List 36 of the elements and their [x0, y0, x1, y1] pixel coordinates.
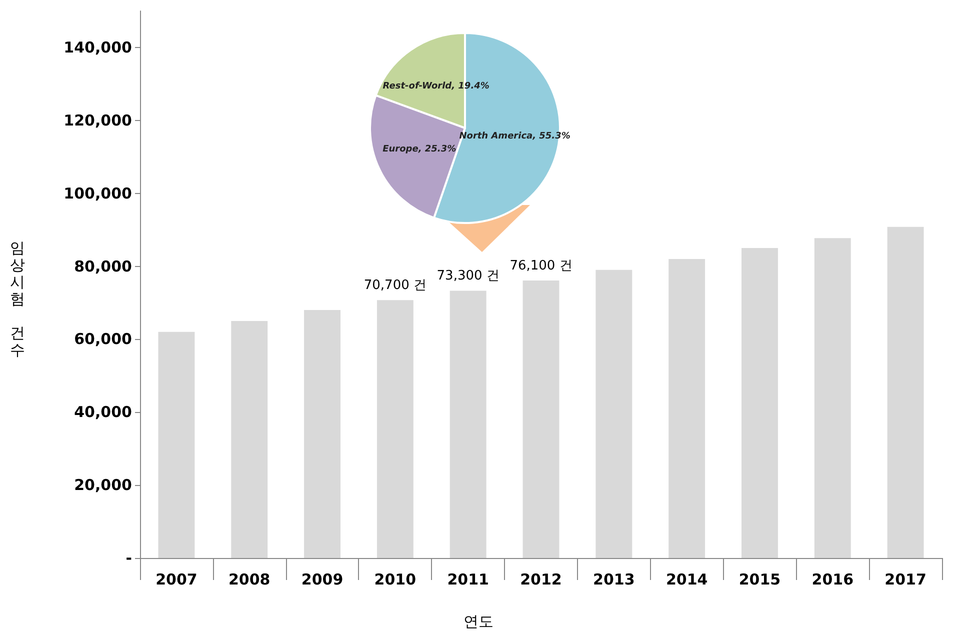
bar: [814, 238, 851, 558]
y-tick-label: 100,000: [64, 184, 132, 202]
slice-label: Europe, 25.3%: [382, 144, 456, 155]
x-axis-title: 연도: [464, 612, 494, 630]
x-tick-label: 2015: [738, 570, 781, 588]
y-tick-label: -: [126, 549, 132, 567]
y-tick-label: 80,000: [74, 257, 132, 276]
y-tick-label: 20,000: [74, 476, 132, 494]
x-tick-label: 2016: [812, 570, 854, 588]
bar: [596, 270, 632, 558]
bar: [231, 320, 268, 558]
x-tick-label: 2011: [447, 570, 489, 588]
x-tick-label: 2013: [593, 570, 635, 588]
y-tick-label: 120,000: [64, 111, 132, 130]
bar: [450, 290, 486, 558]
bar: [522, 280, 560, 558]
bar: [158, 332, 195, 558]
y-tick-label: 40,000: [74, 403, 132, 422]
bar: [742, 248, 778, 558]
x-tick-label: 2008: [228, 570, 270, 588]
bar: [376, 300, 414, 558]
x-tick-label: 2012: [520, 570, 562, 588]
x-tick-label: 2010: [374, 570, 416, 588]
data-label: 73,300 건: [436, 268, 500, 284]
x-tick-label: 2014: [666, 570, 708, 588]
y-axis-title: 임상시험 건수: [10, 240, 25, 359]
data-label: 76,100 건: [510, 258, 572, 274]
data-label: 70,700 건: [364, 278, 426, 294]
y-tick-label: 140,000: [64, 38, 132, 56]
bar: [304, 310, 340, 558]
x-tick-label: 2017: [884, 570, 926, 588]
y-tick-label: 60,000: [74, 330, 132, 348]
bar: [668, 258, 706, 558]
x-tick-label: 2007: [156, 570, 198, 588]
bar: [887, 226, 924, 558]
x-tick-label: 2009: [301, 570, 344, 588]
